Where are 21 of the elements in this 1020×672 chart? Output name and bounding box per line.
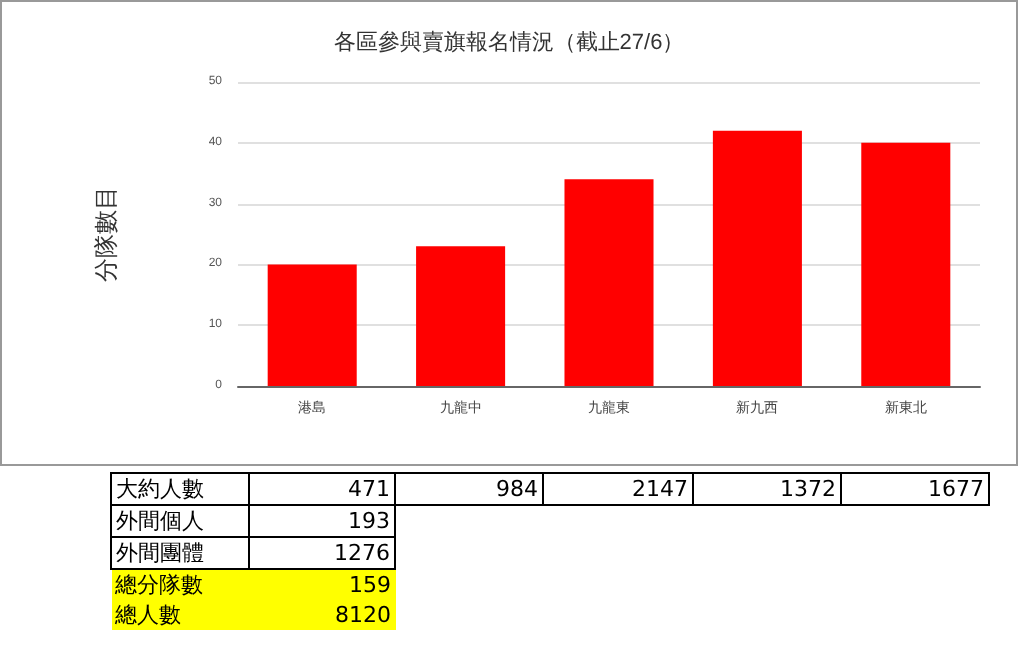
bar	[861, 142, 951, 386]
text: 大約人數	[111, 473, 249, 505]
text: 1372	[693, 473, 841, 505]
y-axis-title: 分隊數目	[92, 186, 120, 282]
text: 984	[395, 473, 543, 505]
text: 總人數	[111, 600, 249, 630]
bar	[416, 246, 506, 386]
text: 1677	[841, 473, 989, 505]
text: 1276	[249, 537, 395, 569]
bar	[564, 179, 654, 386]
text: 總分隊數	[111, 569, 249, 600]
bar	[712, 130, 802, 386]
text: 193	[249, 505, 395, 537]
text: 外間團體	[111, 537, 249, 569]
text: 外間個人	[111, 505, 249, 537]
bar	[267, 264, 357, 386]
text: 159	[249, 569, 395, 600]
text: 471	[249, 473, 395, 505]
chart-title: 各區參與賣旗報名情況（截止27/6）	[333, 29, 685, 55]
text: 2147	[543, 473, 693, 505]
text: 8120	[249, 600, 395, 630]
